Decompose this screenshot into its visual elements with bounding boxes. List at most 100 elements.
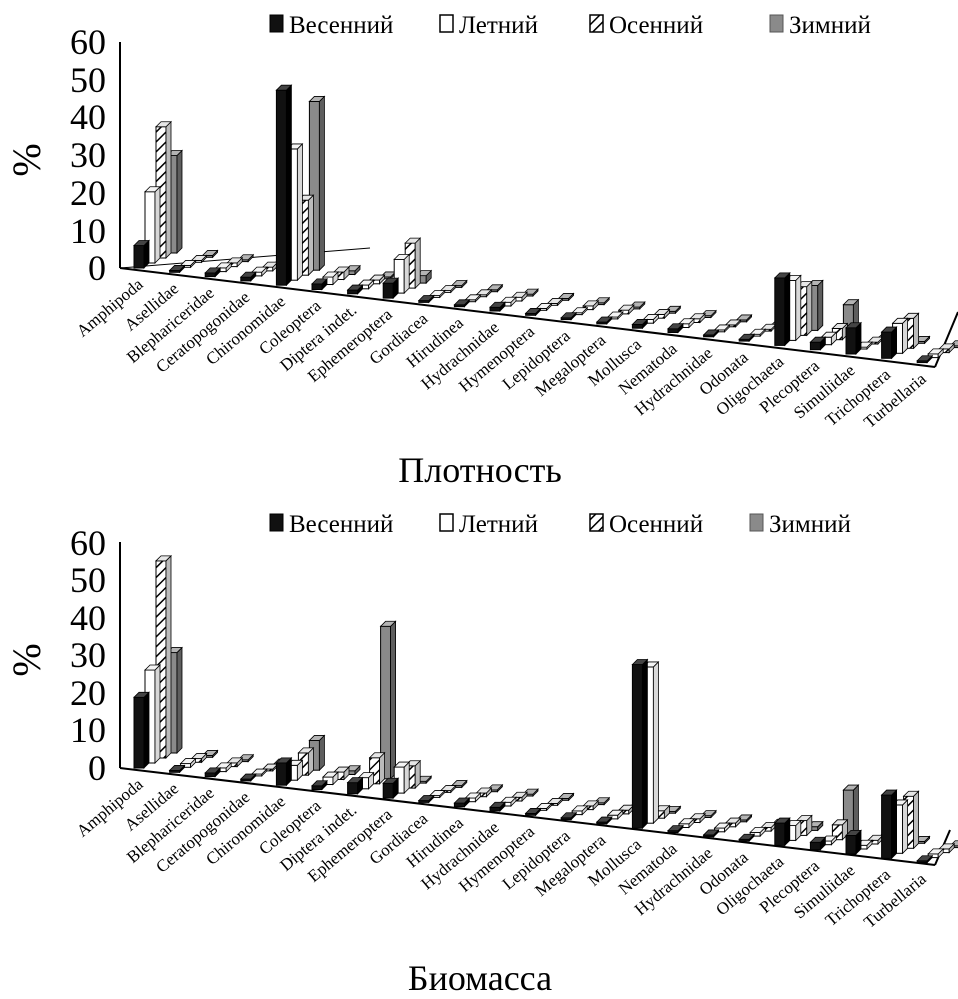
bar-autumn [902, 312, 920, 350]
bar-autumn [475, 787, 493, 798]
bar-spring [524, 307, 542, 317]
bar-autumn [546, 297, 564, 307]
bar-spring [417, 794, 435, 804]
bar-autumn [333, 266, 350, 281]
bar-winter [522, 788, 539, 797]
y-axis: 0 10 20 30 40 50 60 [70, 22, 121, 288]
bar-spring [631, 658, 649, 830]
bar-winter [700, 309, 717, 319]
bar-autumn [867, 336, 884, 345]
y-tick-label: 10 [70, 211, 106, 251]
bar-summer [428, 289, 446, 299]
legend: Весенний Летний Осенний Зимний [269, 12, 871, 39]
bar-spring [346, 284, 364, 295]
bar-spring [809, 836, 827, 851]
bar-summer [713, 323, 731, 333]
legend-label-spring: Весенний [289, 511, 393, 538]
bar-summer [749, 826, 767, 838]
bar-winter [201, 249, 219, 259]
bar-summer [322, 771, 339, 786]
bar-spring [453, 298, 471, 308]
bar-summer [642, 313, 660, 325]
bar-autumn [333, 766, 350, 781]
bar-spring [845, 321, 862, 355]
y-tick-label: 30 [70, 635, 106, 675]
bar-autumn [297, 746, 315, 777]
bar-autumn [475, 288, 493, 298]
bar-winter [450, 279, 468, 289]
bar-autumn [617, 304, 635, 315]
y-axis-label: % [4, 643, 49, 676]
bar-autumn [653, 308, 671, 320]
bar-autumn [439, 784, 457, 794]
bar-summer [642, 660, 660, 825]
legend-swatch-summer [439, 14, 454, 33]
bar-spring [168, 764, 186, 774]
bar-winter [237, 753, 255, 763]
bar-summer [179, 757, 197, 769]
bar-summer [179, 259, 197, 269]
bar-summer [428, 789, 446, 799]
bar-spring [773, 271, 791, 347]
bar-summer [144, 185, 161, 264]
legend-label-autumn: Осенний [609, 12, 703, 39]
bar-spring [133, 691, 150, 769]
bar-autumn [582, 799, 600, 811]
bar-winter [486, 783, 504, 793]
y-tick-label: 0 [88, 248, 106, 288]
bar-winter [486, 283, 504, 293]
legend-entry-spring: Весенний [269, 12, 393, 39]
bar-autumn [226, 256, 244, 268]
bar-spring [738, 333, 756, 343]
bar-winter [450, 779, 468, 789]
y-axis-label: % [4, 143, 49, 176]
bar-autumn [439, 284, 457, 294]
bar-winter [237, 253, 255, 263]
legend-entry-winter: Зимний [749, 511, 851, 538]
bar-winter [308, 95, 326, 272]
bar-summer [784, 274, 802, 342]
y-tick-label: 20 [70, 673, 106, 713]
bar-autumn [938, 842, 956, 854]
bar-spring [560, 811, 578, 821]
chart-title: Биомасса [408, 958, 552, 998]
bar-spring [560, 311, 578, 321]
legend-swatch-autumn [589, 513, 604, 532]
y-tick-label: 10 [70, 710, 106, 750]
bar-spring [845, 829, 862, 855]
bar-spring [239, 773, 257, 782]
legend-swatch-winter [749, 513, 764, 532]
legend-label-summer: Летний [459, 12, 538, 39]
bar-winter [735, 313, 753, 323]
chart-title: Плотность [398, 450, 562, 490]
bar-spring [346, 776, 364, 795]
bar-autumn [155, 120, 172, 259]
bar-summer [713, 822, 731, 833]
bar-spring [524, 807, 542, 817]
bar-autumn [582, 299, 600, 311]
floor-front-edge [119, 767, 936, 866]
legend-entry-autumn: Осенний [589, 12, 703, 39]
bar-summer [215, 761, 233, 773]
legend-entry-summer: Летний [439, 12, 538, 39]
bar-winter [522, 288, 539, 297]
bars [133, 84, 958, 364]
bar-autumn [724, 318, 742, 328]
bar-spring [453, 797, 471, 808]
bar-summer [393, 761, 411, 795]
bar-spring [702, 328, 720, 338]
y-tick-label: 40 [70, 97, 106, 137]
bar-spring [702, 828, 720, 838]
legend-swatch-summer [439, 513, 454, 532]
bar-summer [678, 817, 695, 829]
bar-summer [927, 347, 945, 359]
legend: Весенний Летний Осенний Зимний [269, 511, 851, 538]
bar-summer [820, 331, 838, 346]
bar-summer [535, 802, 553, 812]
bar-summer [357, 279, 375, 290]
legend-label-spring: Весенний [289, 12, 393, 39]
bar-autumn [368, 751, 386, 785]
bar-spring [133, 239, 150, 269]
bar-spring [382, 277, 400, 300]
